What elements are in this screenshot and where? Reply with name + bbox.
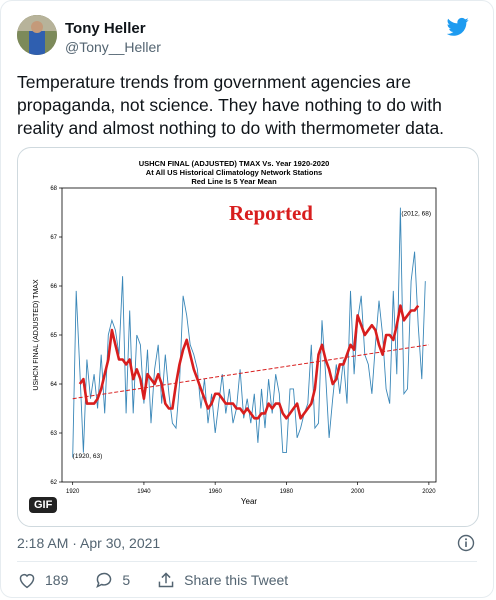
heart-icon [19, 573, 35, 589]
y-tick-label: 66 [50, 284, 57, 290]
y-tick-label: 64 [50, 382, 57, 388]
share-icon [158, 572, 174, 588]
x-tick-label: 1920 [66, 489, 80, 495]
divider [17, 561, 477, 562]
info-icon[interactable] [457, 534, 475, 552]
timestamp[interactable]: 2:18 AM · Apr 30, 2021 [17, 535, 161, 551]
annotation-label: (2012, 68) [401, 211, 431, 218]
share-label: Share this Tweet [184, 572, 289, 588]
x-tick-label: 2020 [422, 489, 436, 495]
gif-badge: GIF [29, 497, 58, 513]
like-button[interactable]: 189 [17, 571, 68, 589]
trend-line [72, 344, 429, 400]
y-tick-label: 62 [50, 480, 57, 486]
chart-title-line-2: At All US Historical Climatology Network… [146, 168, 322, 177]
share-button[interactable]: Share this Tweet [156, 571, 288, 589]
tweet-media[interactable]: USHCN FINAL (ADJUSTED) TMAX Vs. Year 192… [17, 147, 479, 527]
y-tick-label: 67 [50, 235, 57, 241]
x-tick-label: 1940 [137, 489, 151, 495]
reply-icon [96, 572, 112, 589]
x-tick-label: 1960 [208, 489, 222, 495]
annotation-label: (1920, 63) [73, 453, 103, 460]
y-tick-label: 63 [50, 431, 57, 437]
tweet-text: Temperature trends from government agenc… [17, 72, 445, 138]
x-tick-label: 1980 [280, 489, 294, 495]
reply-count: 5 [122, 572, 131, 588]
y-tick-label: 65 [50, 333, 57, 339]
y-tick-label: 68 [50, 186, 57, 192]
series-mean-line [78, 304, 420, 420]
reported-overlay: Reported [229, 201, 313, 225]
chart-title-line-3: Red Line Is 5 Year Mean [191, 177, 277, 186]
x-axis-label: Year [241, 497, 258, 506]
plot-area [61, 187, 437, 483]
chart-title-line-1: USHCN FINAL (ADJUSTED) TMAX Vs. Year 192… [139, 159, 330, 168]
author-name[interactable]: Tony Heller [65, 20, 146, 37]
twitter-bird-icon[interactable] [447, 17, 469, 37]
y-axis-label: USHCN FINAL (ADJUSTED) TMAX [33, 279, 40, 391]
like-count: 189 [45, 572, 69, 588]
chart: USHCN FINAL (ADJUSTED) TMAX Vs. Year 192… [33, 159, 437, 506]
reply-button[interactable]: 5 [94, 571, 130, 589]
action-bar: 189 5 Share this Tweet [17, 569, 314, 591]
avatar[interactable] [17, 15, 57, 55]
author-handle[interactable]: @Tony__Heller [65, 39, 161, 55]
x-tick-label: 2000 [351, 489, 365, 495]
